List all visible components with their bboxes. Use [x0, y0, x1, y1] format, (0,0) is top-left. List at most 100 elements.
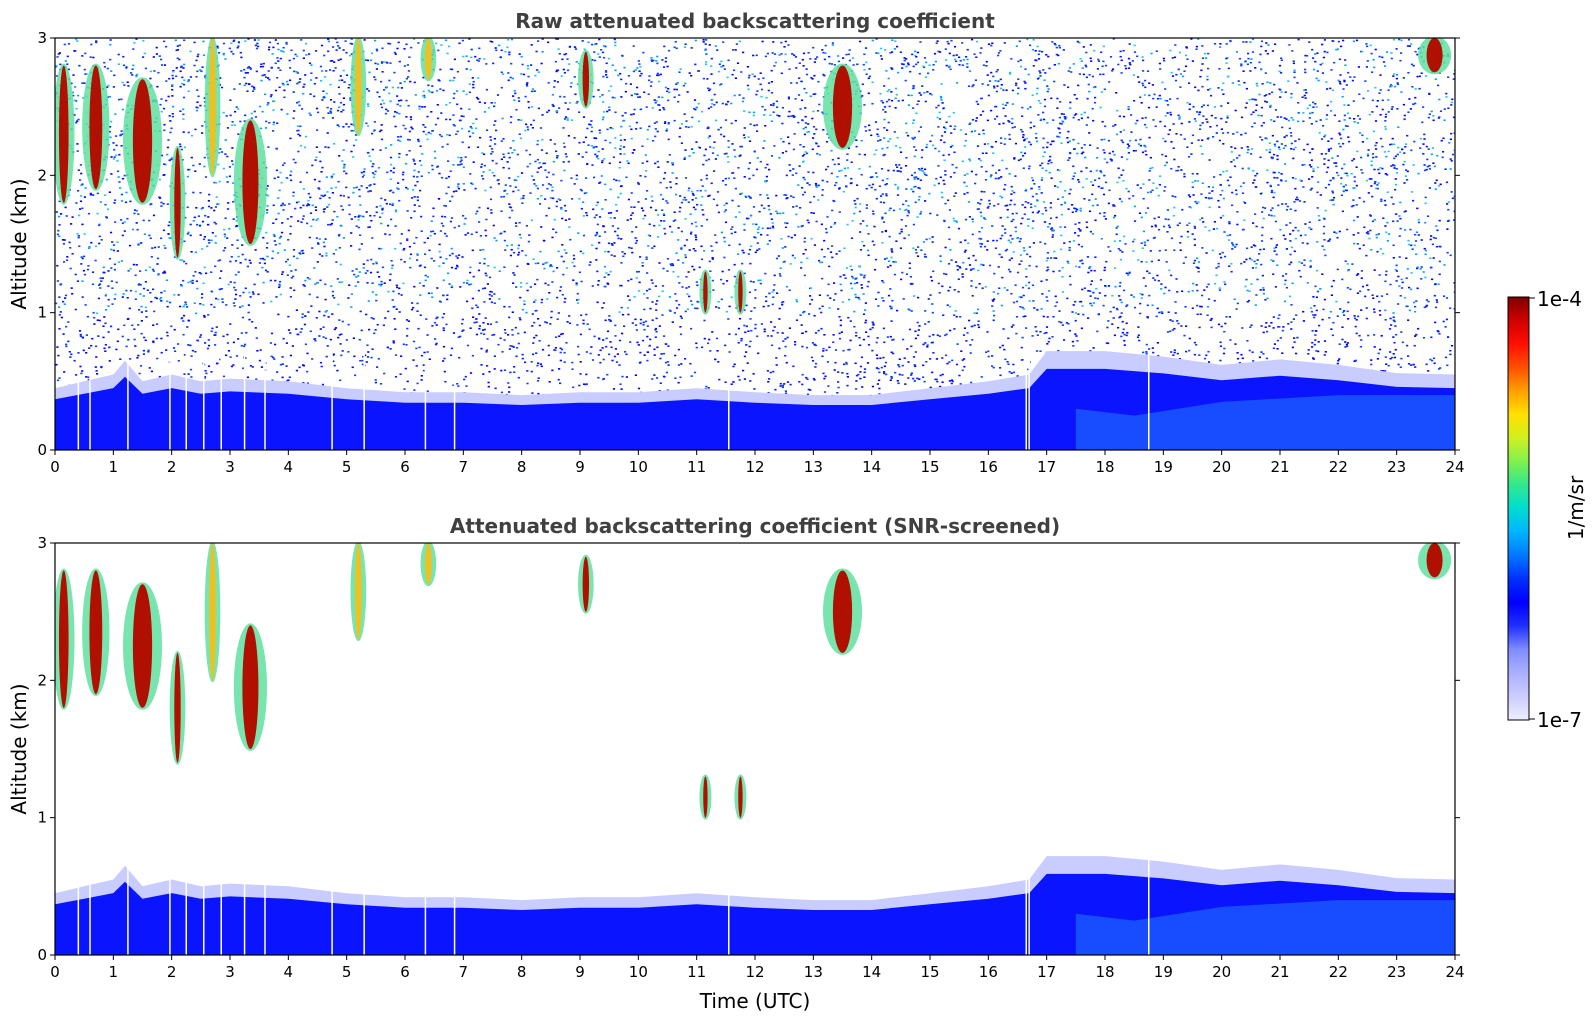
noise-speckle	[668, 296, 671, 298]
noise-speckle	[191, 349, 194, 352]
noise-speckle	[117, 53, 120, 56]
noise-speckle	[120, 260, 123, 262]
noise-speckle	[1012, 324, 1015, 326]
noise-speckle	[1120, 312, 1123, 314]
noise-speckle	[766, 243, 769, 245]
noise-speckle	[333, 143, 336, 145]
noise-speckle	[1372, 297, 1375, 299]
noise-speckle	[246, 72, 249, 74]
noise-speckle	[325, 254, 328, 257]
noise-speckle	[1342, 190, 1345, 193]
noise-speckle	[497, 179, 500, 181]
noise-speckle	[754, 251, 757, 254]
noise-speckle	[531, 313, 534, 315]
noise-speckle	[1395, 172, 1399, 174]
noise-speckle	[939, 51, 942, 53]
noise-speckle	[1079, 260, 1082, 262]
noise-speckle	[444, 205, 447, 207]
noise-speckle	[490, 209, 493, 211]
noise-speckle	[1109, 310, 1112, 313]
noise-speckle	[1447, 336, 1450, 338]
noise-speckle	[1284, 180, 1287, 182]
noise-speckle	[1314, 339, 1317, 341]
noise-speckle	[1142, 230, 1145, 233]
noise-speckle	[671, 163, 674, 166]
noise-speckle	[462, 215, 465, 217]
noise-speckle	[787, 97, 790, 100]
noise-speckle	[898, 232, 901, 235]
noise-speckle	[557, 378, 560, 381]
noise-speckle	[1093, 49, 1096, 52]
noise-speckle	[1399, 201, 1402, 204]
noise-speckle	[539, 127, 543, 129]
noise-speckle	[950, 379, 954, 381]
noise-speckle	[858, 298, 861, 301]
noise-speckle	[1207, 298, 1211, 300]
noise-speckle	[1397, 275, 1400, 278]
noise-speckle	[944, 354, 948, 357]
noise-speckle	[970, 285, 973, 287]
noise-speckle	[1294, 177, 1297, 180]
noise-speckle	[756, 90, 759, 92]
noise-speckle	[602, 339, 605, 341]
noise-speckle	[365, 122, 368, 125]
noise-speckle	[498, 44, 501, 47]
noise-speckle	[124, 201, 128, 204]
noise-speckle	[436, 104, 439, 106]
noise-speckle	[684, 256, 687, 259]
noise-speckle	[292, 275, 295, 278]
noise-speckle	[672, 220, 675, 222]
noise-speckle	[132, 263, 135, 266]
noise-speckle	[574, 93, 577, 96]
noise-speckle	[464, 217, 467, 220]
noise-speckle	[110, 248, 113, 251]
noise-speckle	[1069, 188, 1072, 191]
noise-speckle	[846, 372, 849, 375]
noise-speckle	[1112, 204, 1115, 207]
noise-speckle	[450, 286, 453, 289]
noise-speckle	[558, 107, 561, 109]
noise-speckle	[1319, 119, 1322, 121]
noise-speckle	[986, 74, 989, 76]
noise-speckle	[971, 295, 974, 297]
noise-speckle	[289, 287, 292, 289]
noise-speckle	[791, 254, 794, 257]
noise-speckle	[971, 38, 974, 41]
noise-speckle	[416, 382, 419, 385]
noise-speckle	[913, 171, 916, 174]
noise-speckle	[198, 163, 201, 165]
noise-speckle	[1023, 213, 1026, 215]
noise-speckle	[1207, 89, 1210, 91]
noise-speckle	[98, 223, 101, 226]
noise-speckle	[200, 70, 203, 73]
noise-speckle	[875, 149, 878, 151]
noise-speckle	[626, 307, 629, 309]
noise-speckle	[405, 154, 408, 156]
noise-speckle	[987, 143, 990, 145]
noise-speckle	[1355, 204, 1358, 206]
noise-speckle	[769, 227, 772, 229]
noise-speckle	[438, 250, 441, 253]
noise-speckle	[172, 70, 175, 73]
noise-speckle	[444, 232, 447, 235]
noise-speckle	[563, 204, 567, 207]
noise-speckle	[782, 261, 785, 263]
noise-speckle	[660, 194, 663, 196]
noise-speckle	[385, 108, 388, 111]
noise-speckle	[790, 82, 793, 84]
noise-speckle	[1370, 249, 1373, 251]
noise-speckle	[1248, 290, 1251, 292]
noise-speckle	[1029, 44, 1032, 47]
noise-speckle	[103, 66, 106, 68]
noise-speckle	[843, 247, 846, 250]
noise-speckle	[1121, 251, 1124, 253]
noise-speckle	[663, 214, 666, 216]
noise-speckle	[236, 239, 239, 241]
noise-speckle	[686, 91, 689, 93]
noise-speckle	[940, 191, 943, 194]
noise-speckle	[1246, 340, 1249, 342]
noise-speckle	[1317, 341, 1320, 343]
noise-speckle	[614, 137, 617, 139]
noise-speckle	[348, 284, 351, 286]
noise-speckle	[549, 323, 552, 325]
